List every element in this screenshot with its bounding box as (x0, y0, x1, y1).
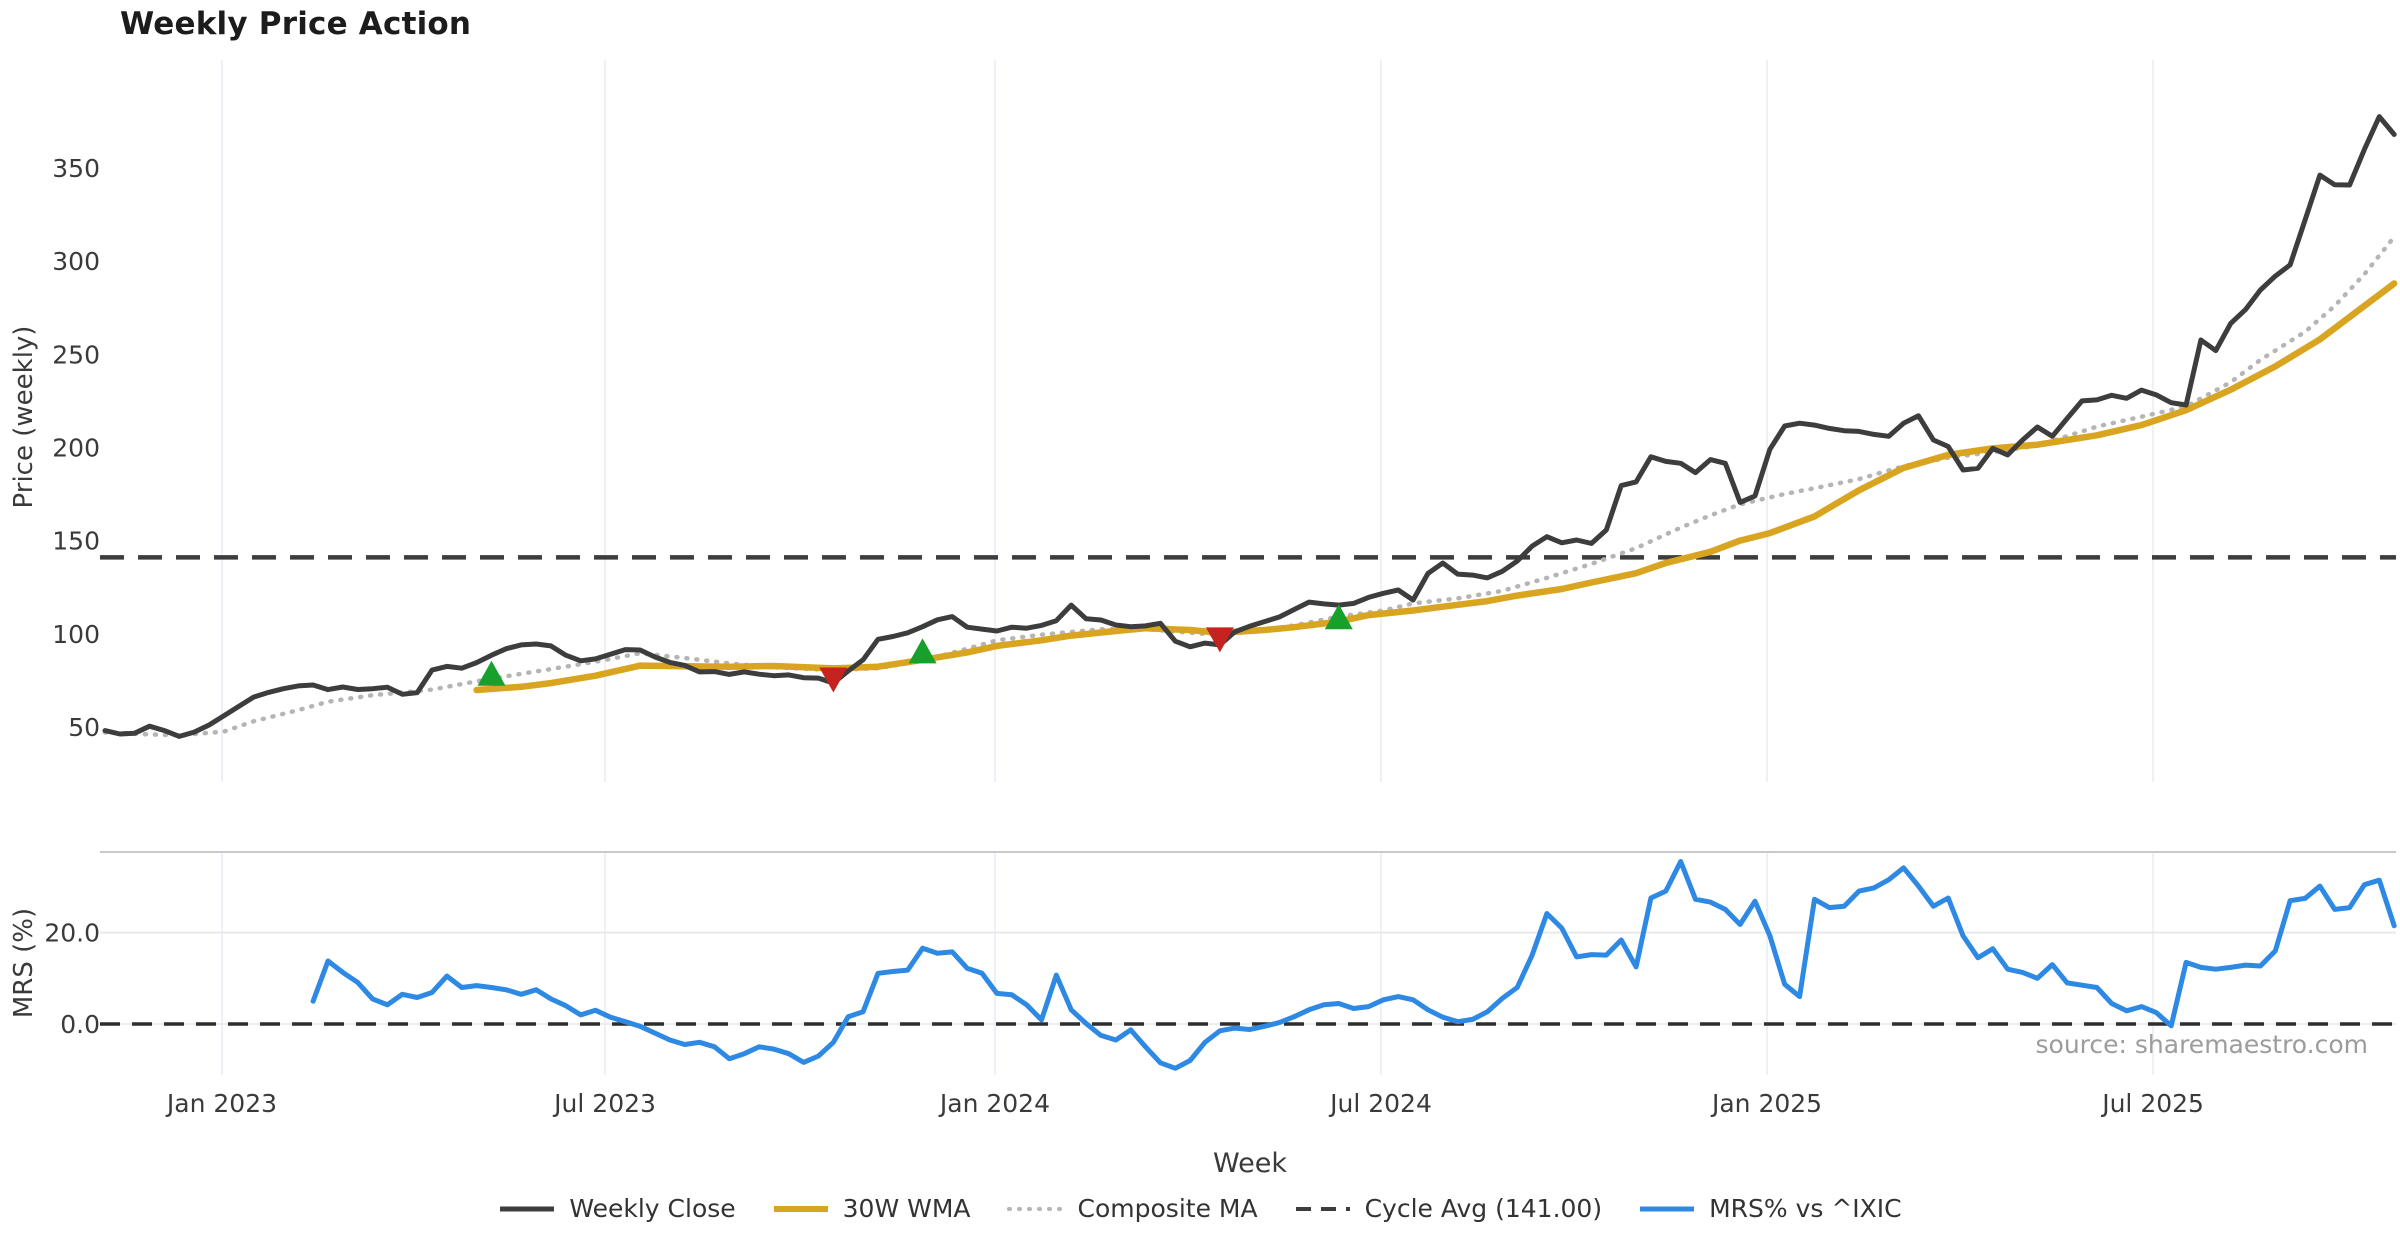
price-tick-label: 350 (52, 154, 100, 183)
legend-label: Cycle Avg (141.00) (1364, 1194, 1603, 1223)
legend-label: MRS% vs ^IXIC (1709, 1194, 1902, 1223)
legend-item-30w-wma: 30W WMA (772, 1194, 971, 1223)
buy-signal-marker (1324, 604, 1353, 630)
price-tick-label: 300 (52, 247, 100, 276)
mrs-tick-label: 0.0 (60, 1010, 100, 1039)
legend-swatch-icon (773, 1205, 828, 1212)
price-tick-label: 100 (52, 620, 100, 649)
legend-item-weekly-close: Weekly Close (498, 1194, 736, 1223)
legend-label: 30W WMA (842, 1194, 971, 1223)
price-tick-label: 250 (52, 340, 100, 369)
x-axis-label: Week (1213, 1148, 1287, 1179)
x-tick-label: Jul 2024 (1328, 1089, 1432, 1118)
wma-30w-line (473, 280, 2398, 694)
mrs-tick-label: 20.0 (44, 919, 100, 948)
price-axis-label: Price (weekly) (9, 325, 39, 509)
page-title: Weekly Price Action (120, 6, 472, 42)
x-tick-label: Jan 2025 (1710, 1089, 1822, 1118)
x-tick-label: Jul 2025 (2100, 1089, 2204, 1118)
chart-legend: Weekly Close 30W WMA Composite MA Cycle Avg… (0, 1194, 2400, 1223)
legend-item-composite-ma: Composite MA (1006, 1194, 1258, 1223)
source-note: source: sharemaestro.com (2035, 1030, 2369, 1059)
legend-label: Weekly Close (569, 1194, 736, 1223)
price-tick-label: 50 (68, 713, 100, 742)
x-tick-label: Jan 2024 (938, 1089, 1050, 1118)
legend-swatch-icon (500, 1206, 555, 1211)
mrs-line (310, 859, 2397, 1071)
weekly-close-line (102, 114, 2397, 739)
legend-swatch-icon (1006, 1206, 1065, 1211)
price-tick-label: 200 (52, 433, 100, 462)
sell-signal-marker (1205, 627, 1234, 653)
legend-item-mrs-vs-ixic: MRS% vs ^IXIC (1638, 1194, 1902, 1223)
composite-ma-line (102, 234, 2397, 738)
buy-signal-marker (477, 660, 506, 686)
legend-label: Composite MA (1077, 1194, 1258, 1223)
x-tick-label: Jul 2023 (552, 1089, 656, 1118)
legend-swatch-icon (1640, 1206, 1695, 1211)
x-tick-label: Jan 2023 (165, 1089, 277, 1118)
mrs-axis-label: MRS (%) (9, 907, 39, 1019)
legend-swatch-icon (1295, 1206, 1350, 1211)
price-tick-label: 150 (52, 527, 100, 556)
buy-signal-marker (908, 638, 937, 664)
legend-item-cycle-avg-141-00: Cycle Avg (141.00) (1294, 1194, 1603, 1223)
sell-signal-marker (819, 667, 848, 693)
